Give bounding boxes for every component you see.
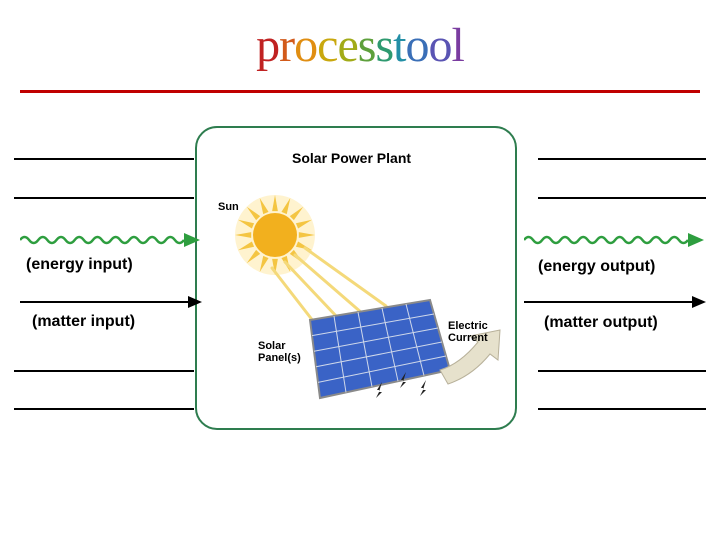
blank-line-left-1: [14, 158, 194, 160]
blank-line-right-2: [538, 197, 706, 199]
current-label: ElectricCurrent: [448, 320, 488, 344]
blank-line-right-4: [538, 408, 706, 410]
blank-line-left-3: [14, 370, 194, 372]
page-title: process tool: [0, 18, 720, 73]
blank-line-left-4: [14, 408, 194, 410]
blank-line-right-3: [538, 370, 706, 372]
title-divider: [20, 90, 700, 93]
process-box: [195, 126, 517, 430]
matter-input-label: (matter input): [32, 313, 135, 331]
matter-output-arrow: [524, 295, 710, 309]
energy-input-arrow: [20, 230, 204, 250]
energy-output-label: (energy output): [538, 258, 655, 276]
matter-input-arrow: [20, 295, 206, 309]
matter-output-label: (matter output): [544, 314, 658, 332]
sun-label: Sun: [218, 201, 239, 213]
panel-label: SolarPanel(s): [258, 340, 301, 364]
blank-line-right-1: [538, 158, 706, 160]
energy-input-label: (energy input): [26, 256, 133, 274]
energy-output-arrow: [524, 230, 708, 250]
process-box-title: Solar Power Plant: [292, 150, 411, 166]
blank-line-left-2: [14, 197, 194, 199]
